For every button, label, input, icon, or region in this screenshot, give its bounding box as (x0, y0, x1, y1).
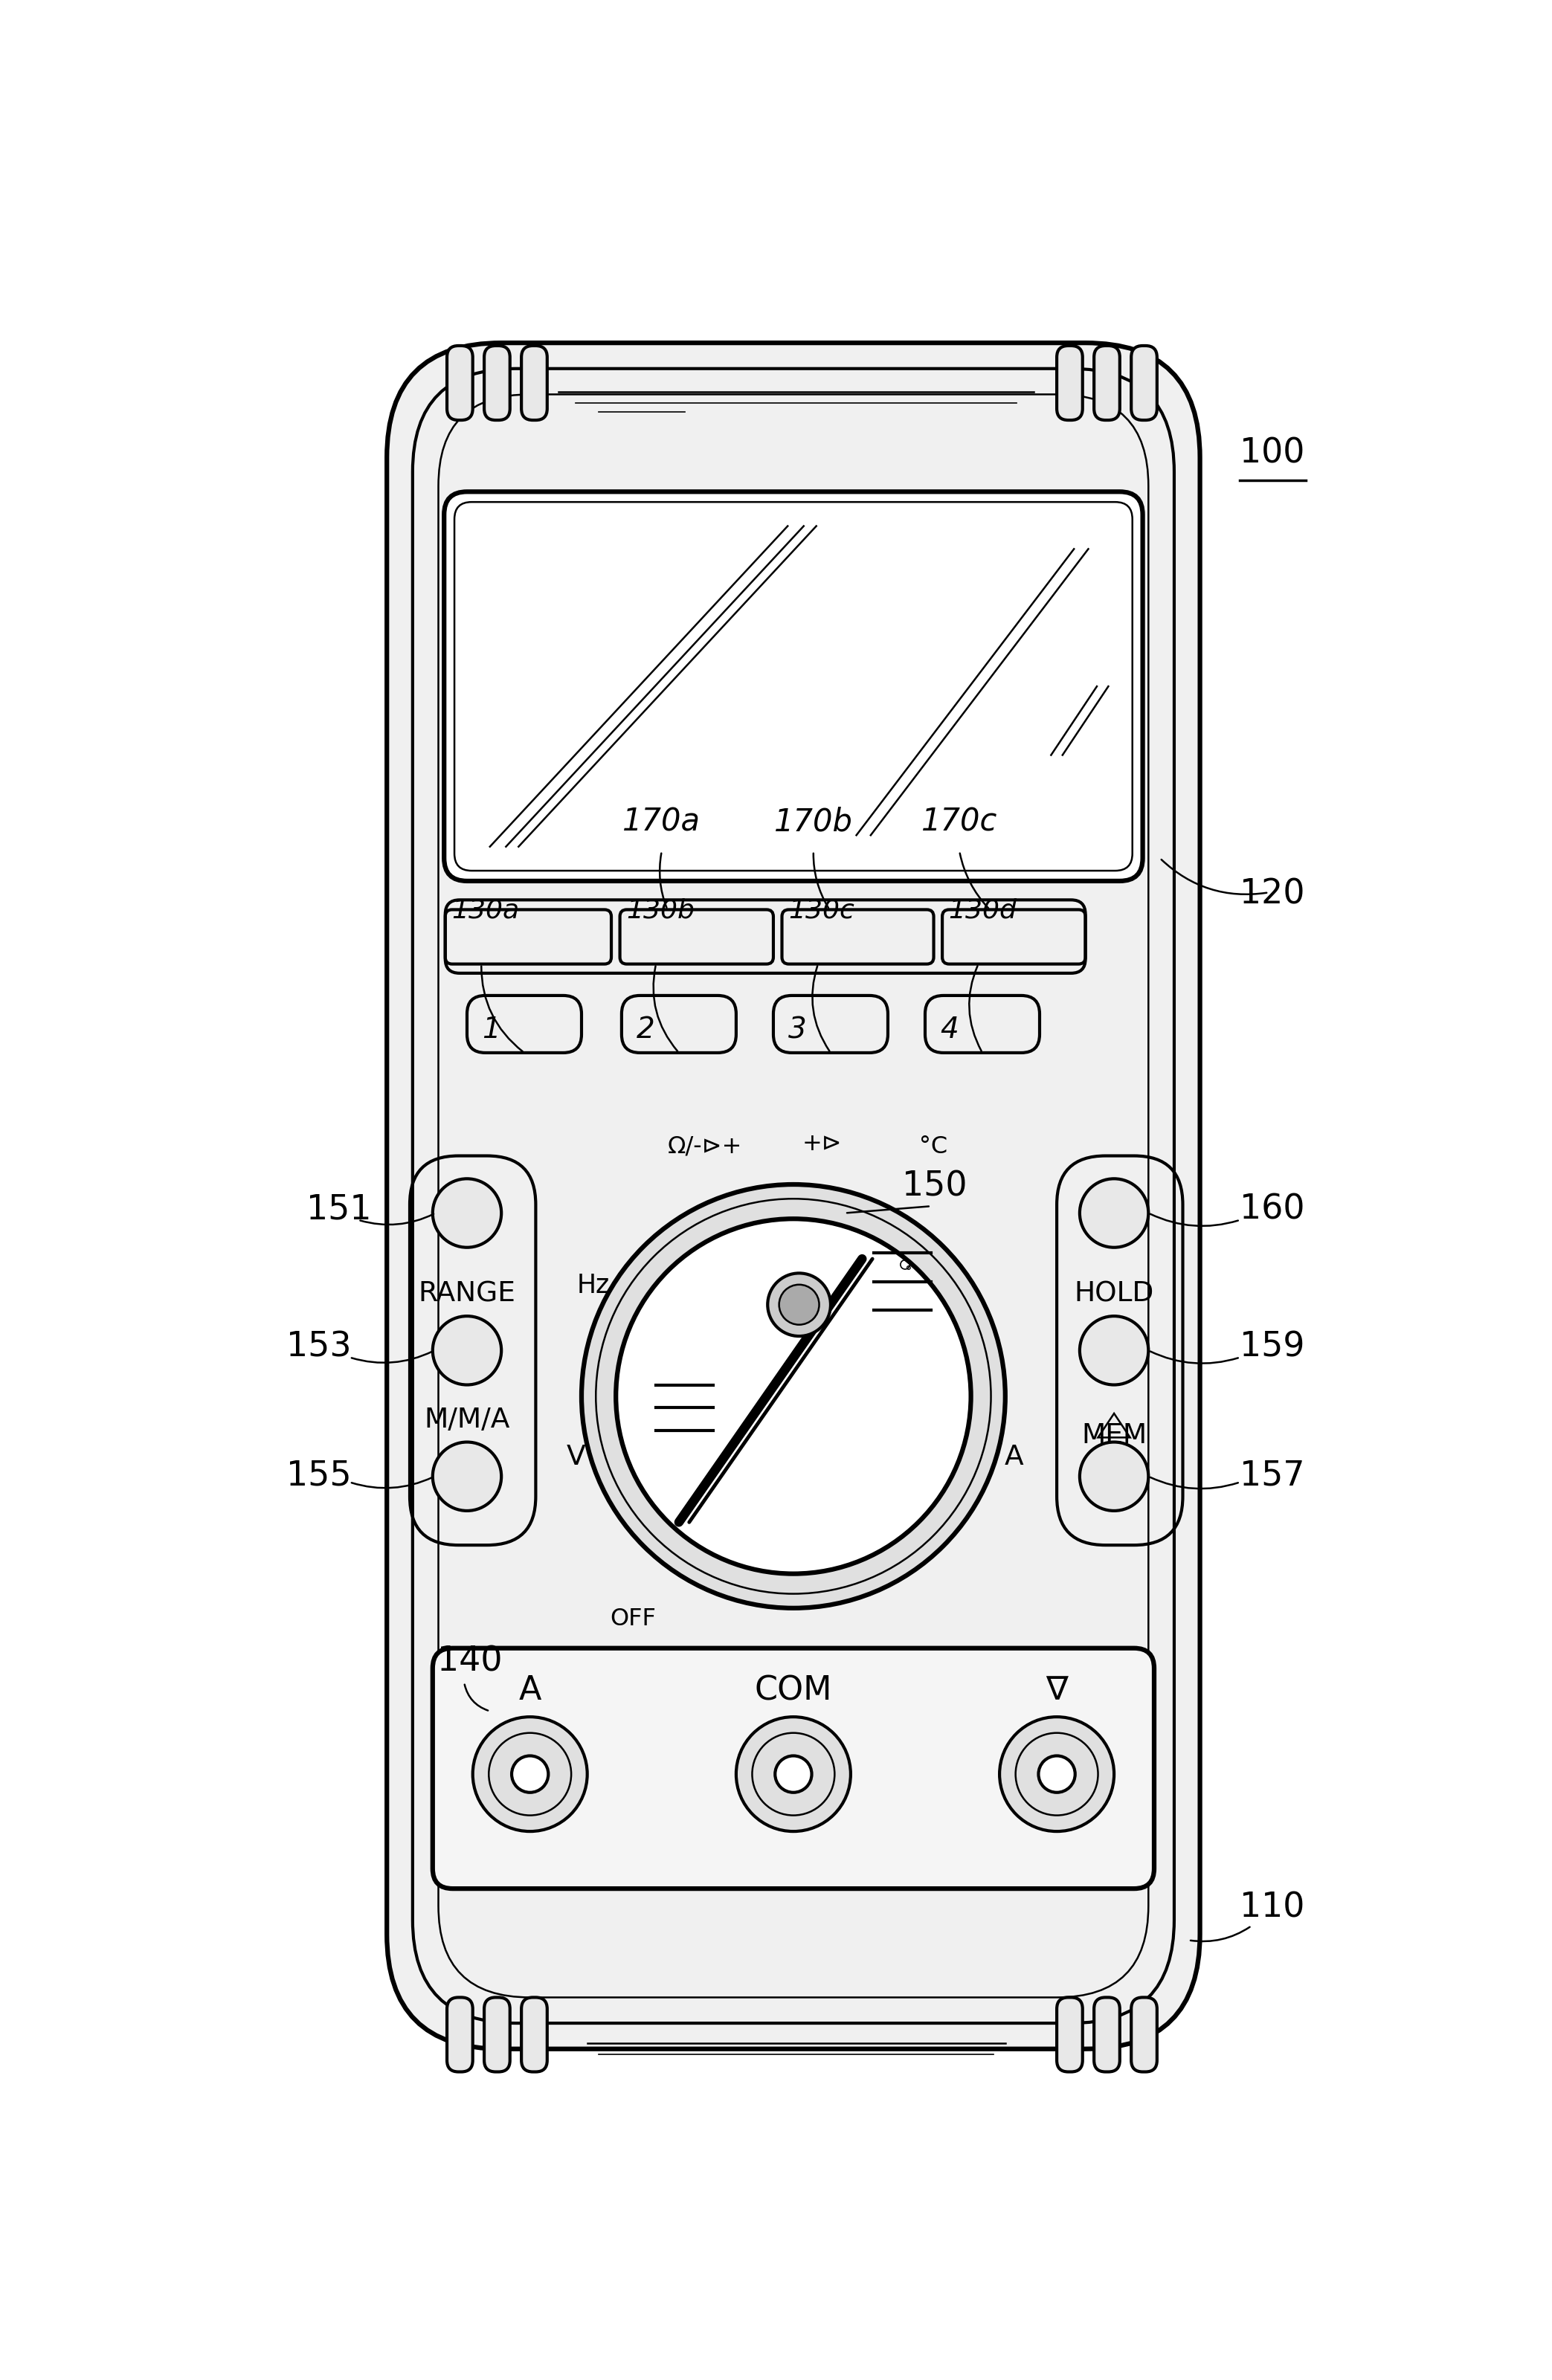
FancyBboxPatch shape (1094, 345, 1121, 421)
Text: 130b: 130b (625, 897, 694, 923)
Text: 170c: 170c (922, 807, 998, 838)
Circle shape (1080, 1178, 1148, 1247)
FancyBboxPatch shape (1131, 1997, 1156, 2073)
Circle shape (768, 1273, 830, 1335)
Text: 1: 1 (481, 1016, 500, 1045)
Circle shape (433, 1442, 501, 1511)
Text: 100: 100 (1240, 438, 1305, 471)
FancyBboxPatch shape (484, 345, 511, 421)
FancyBboxPatch shape (447, 1997, 473, 2073)
Circle shape (512, 1756, 548, 1792)
Circle shape (1080, 1316, 1148, 1385)
Circle shape (582, 1185, 1006, 1609)
FancyBboxPatch shape (1094, 1997, 1121, 2073)
Text: 160: 160 (1240, 1192, 1305, 1226)
Text: RANGE: RANGE (419, 1280, 515, 1307)
Text: 157: 157 (1240, 1459, 1305, 1492)
Circle shape (616, 1219, 972, 1573)
Text: 110: 110 (1240, 1892, 1305, 1925)
Text: V: V (566, 1445, 585, 1471)
Text: 170a: 170a (622, 807, 702, 838)
Text: °: ° (905, 1264, 911, 1278)
Text: 153: 153 (287, 1330, 352, 1364)
Circle shape (473, 1716, 587, 1830)
Text: OFF: OFF (610, 1606, 656, 1630)
Circle shape (1038, 1756, 1076, 1792)
Circle shape (774, 1756, 812, 1792)
Text: 159: 159 (1240, 1330, 1305, 1364)
FancyBboxPatch shape (444, 493, 1142, 881)
Text: 2: 2 (636, 1016, 655, 1045)
Text: 3: 3 (788, 1016, 807, 1045)
Text: 120: 120 (1240, 878, 1305, 912)
Circle shape (1080, 1442, 1148, 1511)
Text: 4: 4 (941, 1016, 958, 1045)
FancyBboxPatch shape (1057, 1997, 1083, 2073)
Circle shape (433, 1178, 501, 1247)
Text: 170b: 170b (774, 807, 852, 838)
Text: A: A (1004, 1445, 1023, 1471)
Text: A: A (518, 1676, 542, 1706)
Text: +⊳: +⊳ (802, 1133, 843, 1154)
FancyBboxPatch shape (521, 1997, 548, 2073)
Text: 155: 155 (287, 1459, 352, 1492)
Text: °C: °C (919, 1135, 948, 1159)
Circle shape (779, 1285, 819, 1326)
Text: 151: 151 (307, 1192, 372, 1226)
Text: ∇: ∇ (1046, 1676, 1068, 1706)
Circle shape (736, 1716, 850, 1830)
FancyBboxPatch shape (484, 1997, 511, 2073)
FancyBboxPatch shape (386, 343, 1200, 2049)
Text: 150: 150 (902, 1171, 967, 1204)
Text: 130d: 130d (948, 897, 1017, 923)
Text: HOLD: HOLD (1074, 1280, 1155, 1307)
FancyBboxPatch shape (521, 345, 548, 421)
Circle shape (433, 1316, 501, 1385)
Text: Ω/-⊳+: Ω/-⊳+ (667, 1135, 742, 1159)
Text: 130c: 130c (788, 897, 854, 923)
Text: 130a: 130a (452, 897, 520, 923)
Text: COM: COM (754, 1676, 832, 1706)
FancyBboxPatch shape (1131, 345, 1156, 421)
FancyBboxPatch shape (447, 345, 473, 421)
Text: Hz: Hz (576, 1273, 610, 1299)
Text: 140: 140 (438, 1645, 503, 1678)
FancyBboxPatch shape (433, 1649, 1155, 1890)
Circle shape (999, 1716, 1114, 1830)
Text: MEM: MEM (1082, 1423, 1147, 1449)
FancyBboxPatch shape (1057, 345, 1083, 421)
Text: M/M/A: M/M/A (424, 1407, 511, 1433)
